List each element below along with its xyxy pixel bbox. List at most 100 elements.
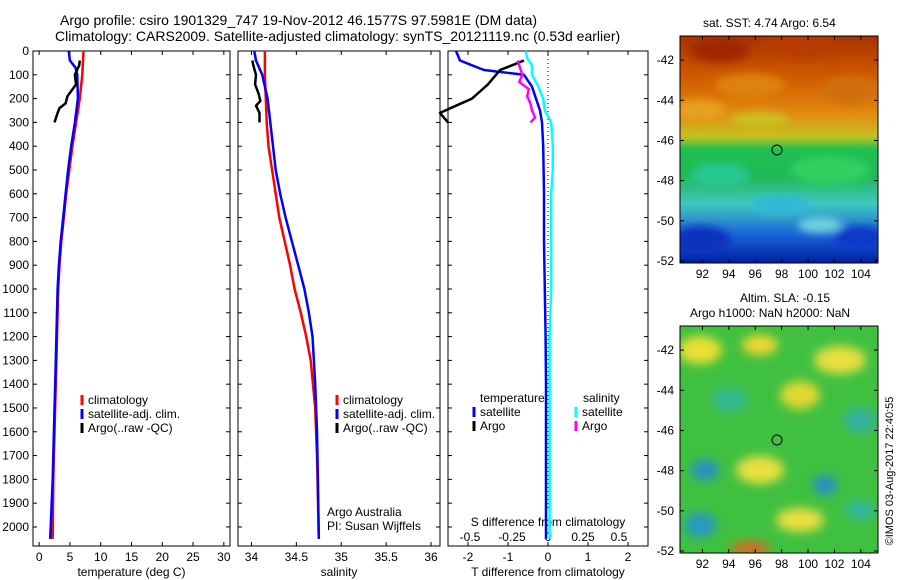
sla-map-title-line2: Argo h1000: NaN h2000: NaN <box>690 306 851 320</box>
y-tick-label: 900 <box>9 258 29 272</box>
map-y-tick-label: -50 <box>657 504 675 518</box>
x2-tick-label: 0.25 <box>571 530 595 544</box>
y-tick-label: 800 <box>9 234 29 248</box>
sst-map: 92 94 96 98 100 102 104 -42 -44 -46 -48 -50 -52 <box>657 35 879 281</box>
map-x-tick-label: 96 <box>749 267 763 281</box>
map-y-tick-label: -46 <box>657 423 675 437</box>
figure-title-line1: Argo profile: csiro 1901329_747 19-Nov-2… <box>60 12 538 28</box>
y-tick-label: 1900 <box>2 496 29 510</box>
x2-tick-label: 0.5 <box>611 530 628 544</box>
panel-annotation: PI: Susan Wijffels <box>327 519 421 533</box>
legend-label: Argo(..raw -QC) <box>343 421 428 435</box>
map-x-tick-label: 96 <box>749 557 763 571</box>
x2-tick-label: -0.25 <box>498 530 526 544</box>
sst-argo-marker <box>771 144 783 156</box>
map-x-tick-label: 104 <box>851 267 871 281</box>
legend-label: Argo <box>480 419 506 433</box>
x-tick-label: -1 <box>503 550 514 564</box>
sla-map: 92 94 96 98 100 102 104 -42 -44 -46 -48 -50 -52 <box>657 325 879 571</box>
map-x-tick-label: 98 <box>775 557 789 571</box>
x-tick-label: 1 <box>585 550 592 564</box>
y-tick-label: 1000 <box>2 282 29 296</box>
argo-raw-qc-line <box>251 60 262 123</box>
x-tick-label: 0 <box>545 550 552 564</box>
map-y-tick-label: -42 <box>657 53 675 67</box>
x-tick-label: 35 <box>335 550 349 564</box>
map-x-tick-label: 102 <box>824 267 844 281</box>
map-x-tick-label: 100 <box>798 267 818 281</box>
y-tick-label: 700 <box>9 211 29 225</box>
map-y-tick-label: -52 <box>657 544 675 558</box>
legend-title-temperature: temperature <box>480 391 545 405</box>
x-tick-label: -2 <box>463 550 474 564</box>
profile-panel-1: 0 100 200 300 400 500 600 700 800 900 1000 1100 1200… <box>2 44 231 579</box>
map-x-tick-label: 98 <box>775 267 789 281</box>
plot-frame <box>32 50 231 547</box>
satellite-adj-clim-line <box>48 50 80 539</box>
legend-label: satellite <box>480 405 521 419</box>
x2-tick-label: 0 <box>545 530 552 544</box>
x-tick-label: 5 <box>67 550 74 564</box>
profile-panel-3: -2 -1 0 1 2T difference from climatology -0.5… <box>438 50 649 579</box>
legend-label: Argo(..raw -QC) <box>88 421 173 435</box>
sla-argo-marker <box>771 434 783 446</box>
x-tick-label: 20 <box>156 550 170 564</box>
map-x-tick-label: 100 <box>798 557 818 571</box>
sla-map-title-line1: Altim. SLA: -0.15 <box>740 291 831 305</box>
map-y-tick-label: -52 <box>657 254 675 268</box>
x2-axis-label: S difference from climatology <box>471 515 626 529</box>
y-tick-label: 200 <box>9 92 29 106</box>
y-tick-label: 300 <box>9 115 29 129</box>
x-tick-label: 36 <box>424 550 438 564</box>
x-tick-label: 2 <box>625 550 632 564</box>
legend-label: satellite <box>582 405 623 419</box>
x-axis-label: T difference from climatology <box>471 565 625 579</box>
map-x-tick-label: 92 <box>696 267 710 281</box>
x-tick-label: 10 <box>94 550 108 564</box>
map-y-tick-label: -50 <box>657 214 675 228</box>
y-tick-label: 400 <box>9 139 29 153</box>
legend-label: satellite-adj. clim. <box>88 407 180 421</box>
y-tick-label: 1300 <box>2 353 29 367</box>
x-tick-label: 35.5 <box>374 550 398 564</box>
y-tick-label: 1400 <box>2 377 29 391</box>
map-y-tick-label: -48 <box>657 464 675 478</box>
legend-label: climatology <box>343 393 403 407</box>
plot-frame <box>237 50 441 547</box>
satellite-adj-clim-line <box>252 50 321 539</box>
legend-title-salinity: salinity <box>583 391 620 405</box>
map-x-tick-label: 104 <box>851 557 871 571</box>
x-axis-label: salinity <box>321 565 358 579</box>
y-tick-label: 2000 <box>2 520 29 534</box>
temperature-satellite-line <box>454 50 548 539</box>
legend-label: Argo <box>582 419 608 433</box>
salinity-argo-line <box>516 60 537 124</box>
y-tick-label: 500 <box>9 163 29 177</box>
x-tick-label: 34 <box>245 550 259 564</box>
y-tick-label: 600 <box>9 187 29 201</box>
x-tick-label: 15 <box>125 550 139 564</box>
legend-label: satellite-adj. clim. <box>343 407 435 421</box>
y-tick-label: 1200 <box>2 330 29 344</box>
map-y-tick-label: -46 <box>657 133 675 147</box>
profile-panel-2: 34 34.5 35 35.5 36 salinity climatologysatelli… <box>237 50 441 579</box>
map-y-tick-label: -42 <box>657 343 675 357</box>
y-tick-label: 0 <box>22 44 29 58</box>
salinity-satellite-line <box>524 50 555 539</box>
x-tick-label: 30 <box>217 550 231 564</box>
y-tick-label: 100 <box>9 68 29 82</box>
map-x-tick-label: 94 <box>722 557 736 571</box>
climatology-line <box>263 51 321 539</box>
map-x-tick-label: 94 <box>722 267 736 281</box>
y-tick-label: 1100 <box>3 306 29 320</box>
map-y-tick-label: -48 <box>657 174 675 188</box>
x-axis-label: temperature (deg C) <box>77 565 185 579</box>
x2-tick-label: -0.5 <box>460 530 481 544</box>
x-tick-label: 25 <box>186 550 200 564</box>
map-y-tick-label: -44 <box>657 383 675 397</box>
temperature-argo-line <box>438 59 525 124</box>
map-y-tick-label: -44 <box>657 93 675 107</box>
map-x-tick-label: 102 <box>824 557 844 571</box>
y-tick-label: 1600 <box>2 425 29 439</box>
